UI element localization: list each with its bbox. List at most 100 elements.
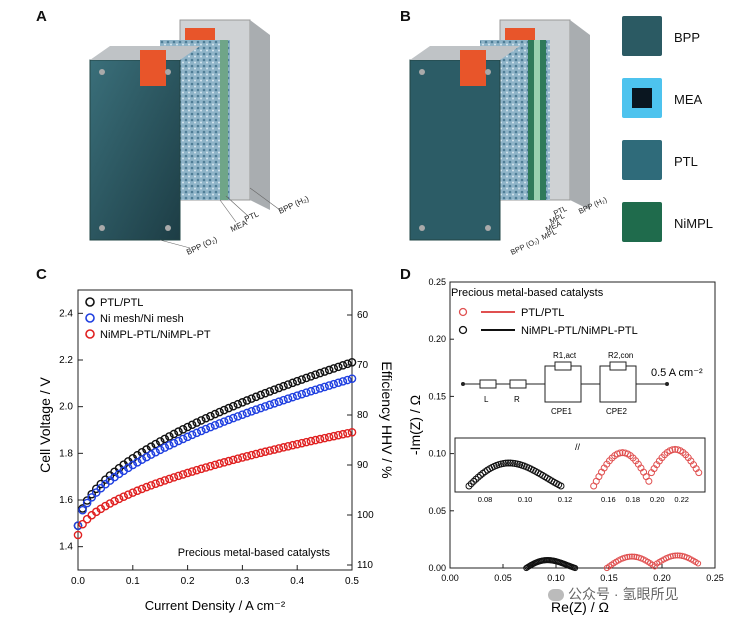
chart-d-point — [672, 552, 679, 559]
chart-c-point — [151, 439, 160, 449]
mea-swatch-label: MEA — [674, 92, 703, 107]
chart-d-inset-xtick-label: 0.08 — [478, 495, 493, 504]
chart-c-point — [210, 460, 220, 470]
chart-c-point — [333, 430, 343, 440]
chart-c-point — [311, 435, 320, 445]
stack-illustration-a: BPP (H₂) PTL MEA BPP (O₂) — [89, 19, 310, 257]
nyquist-chart: 0.00 0.05 0.10 0.15 0.20 0.25 0.00 0.05 0.10 0.15… — [407, 277, 724, 615]
chart-c-point — [165, 432, 174, 441]
chart-c-y2tick-label: 90 — [357, 460, 369, 471]
chart-c-ytick-label: 1.6 — [59, 495, 73, 506]
chart-c-point — [228, 413, 238, 423]
circuit-label: CPE1 — [551, 407, 572, 416]
chart-c-point — [215, 419, 224, 428]
mea-swatch — [622, 78, 662, 118]
circuit-label: R2,con — [608, 351, 633, 360]
chart-c-point — [155, 477, 165, 487]
chart-c-y2tick-label: 80 — [357, 410, 369, 421]
chart-c-point — [333, 362, 343, 372]
chart-d-point — [472, 475, 480, 483]
chart-c-point — [265, 387, 275, 396]
panel-label-b: B — [400, 8, 411, 25]
chart-c-y2tick-label: 60 — [357, 310, 369, 321]
chart-c-point — [91, 484, 101, 494]
chart-d-inset-xtick-label: 0.20 — [650, 495, 665, 504]
chart-c-point — [251, 405, 261, 414]
chart-c-point — [270, 398, 279, 408]
chart-c-point — [192, 418, 202, 427]
chart-c-point — [105, 499, 115, 508]
chart-c-point — [333, 378, 343, 388]
chart-d-point — [502, 459, 510, 467]
chart-c-point — [311, 385, 320, 395]
chart-c-point — [123, 490, 133, 499]
chart-c-point — [274, 397, 284, 407]
chart-c-xtick-label: 0.2 — [181, 576, 195, 587]
chart-c-point — [256, 448, 265, 458]
chart-c-point — [187, 430, 197, 440]
chart-d-ytick-label: 0.05 — [428, 506, 446, 516]
chart-d-legend-marker — [458, 307, 468, 317]
chart-c-point — [251, 392, 261, 402]
chart-d-point — [631, 553, 638, 560]
bpp-swatch-label: BPP — [674, 30, 701, 45]
chart-c-point — [87, 493, 97, 502]
chart-d-inset-xtick-label: 0.12 — [558, 495, 573, 504]
chart-c-point — [320, 382, 329, 392]
chart-c-point — [174, 427, 183, 436]
chart-c-point — [160, 434, 170, 444]
chart-c-point — [174, 436, 183, 446]
chart-c-point — [324, 432, 334, 442]
circuit-rc-block — [544, 365, 582, 403]
chart-c-point — [201, 463, 211, 472]
chart-c-point — [343, 428, 352, 438]
chart-d-legend-title: Precious metal-based catalysts — [451, 287, 604, 299]
chart-c-point — [329, 364, 339, 373]
svg-text://: // — [575, 442, 581, 452]
chart-d-xtick-label: 0.05 — [494, 573, 512, 583]
polarization-chart: 0.0 0.1 0.2 0.3 0.4 0.5 1.4 1.6 1.8 2.0 2.2 2.4 60 70… — [37, 289, 395, 613]
mea-layer — [220, 40, 228, 200]
chart-c-point — [247, 394, 256, 403]
chart-d-legend-label: PTL/PTL — [521, 307, 564, 319]
chart-c-point — [133, 486, 142, 496]
chart-c-point — [210, 409, 220, 419]
chart-c-point — [306, 371, 316, 381]
chart-c-point — [324, 381, 334, 390]
panel-label-a: A — [36, 8, 47, 25]
chart-c-point — [338, 429, 348, 439]
chart-c-point — [196, 464, 206, 474]
chart-c-xtick-label: 0.0 — [71, 576, 85, 587]
chart-c-point — [247, 450, 256, 460]
chart-c-point — [155, 437, 165, 446]
chart-c-point — [151, 479, 160, 488]
chart-c-point — [279, 443, 288, 452]
chart-c-legend-label: Ni mesh/Ni mesh — [100, 313, 184, 325]
chart-d-frame — [449, 281, 716, 569]
chart-c-point — [160, 443, 170, 452]
chart-c-point — [91, 488, 101, 497]
nimpl-swatch — [622, 202, 662, 242]
chart-c-point — [114, 494, 124, 504]
chart-d-point — [628, 553, 636, 560]
chart-c-point — [137, 484, 147, 494]
chart-c-point — [288, 378, 297, 388]
chart-d-xtick-label: 0.00 — [441, 573, 459, 583]
chart-c-point — [306, 436, 316, 446]
chart-d-point — [467, 480, 475, 488]
chart-c-point — [347, 428, 357, 437]
chart-d-legend-label: NiMPL-PTL/NiMPL-PTL — [521, 325, 638, 337]
chart-c-point — [283, 380, 293, 389]
chart-c-point — [169, 473, 179, 482]
chart-d-inset-xtick-label: 0.22 — [674, 495, 689, 504]
label-bpp-h2-a: BPP (H₂) — [277, 194, 310, 216]
chart-d-xtick-label: 0.15 — [600, 573, 618, 583]
chart-d-point — [645, 477, 653, 485]
chart-d-point — [504, 459, 512, 467]
chart-c-point — [196, 426, 206, 436]
chart-c-point — [96, 504, 106, 514]
chart-c-point — [169, 429, 179, 439]
chart-c-point — [142, 482, 151, 492]
chart-c-point — [288, 440, 297, 450]
chart-d-point — [624, 553, 631, 561]
